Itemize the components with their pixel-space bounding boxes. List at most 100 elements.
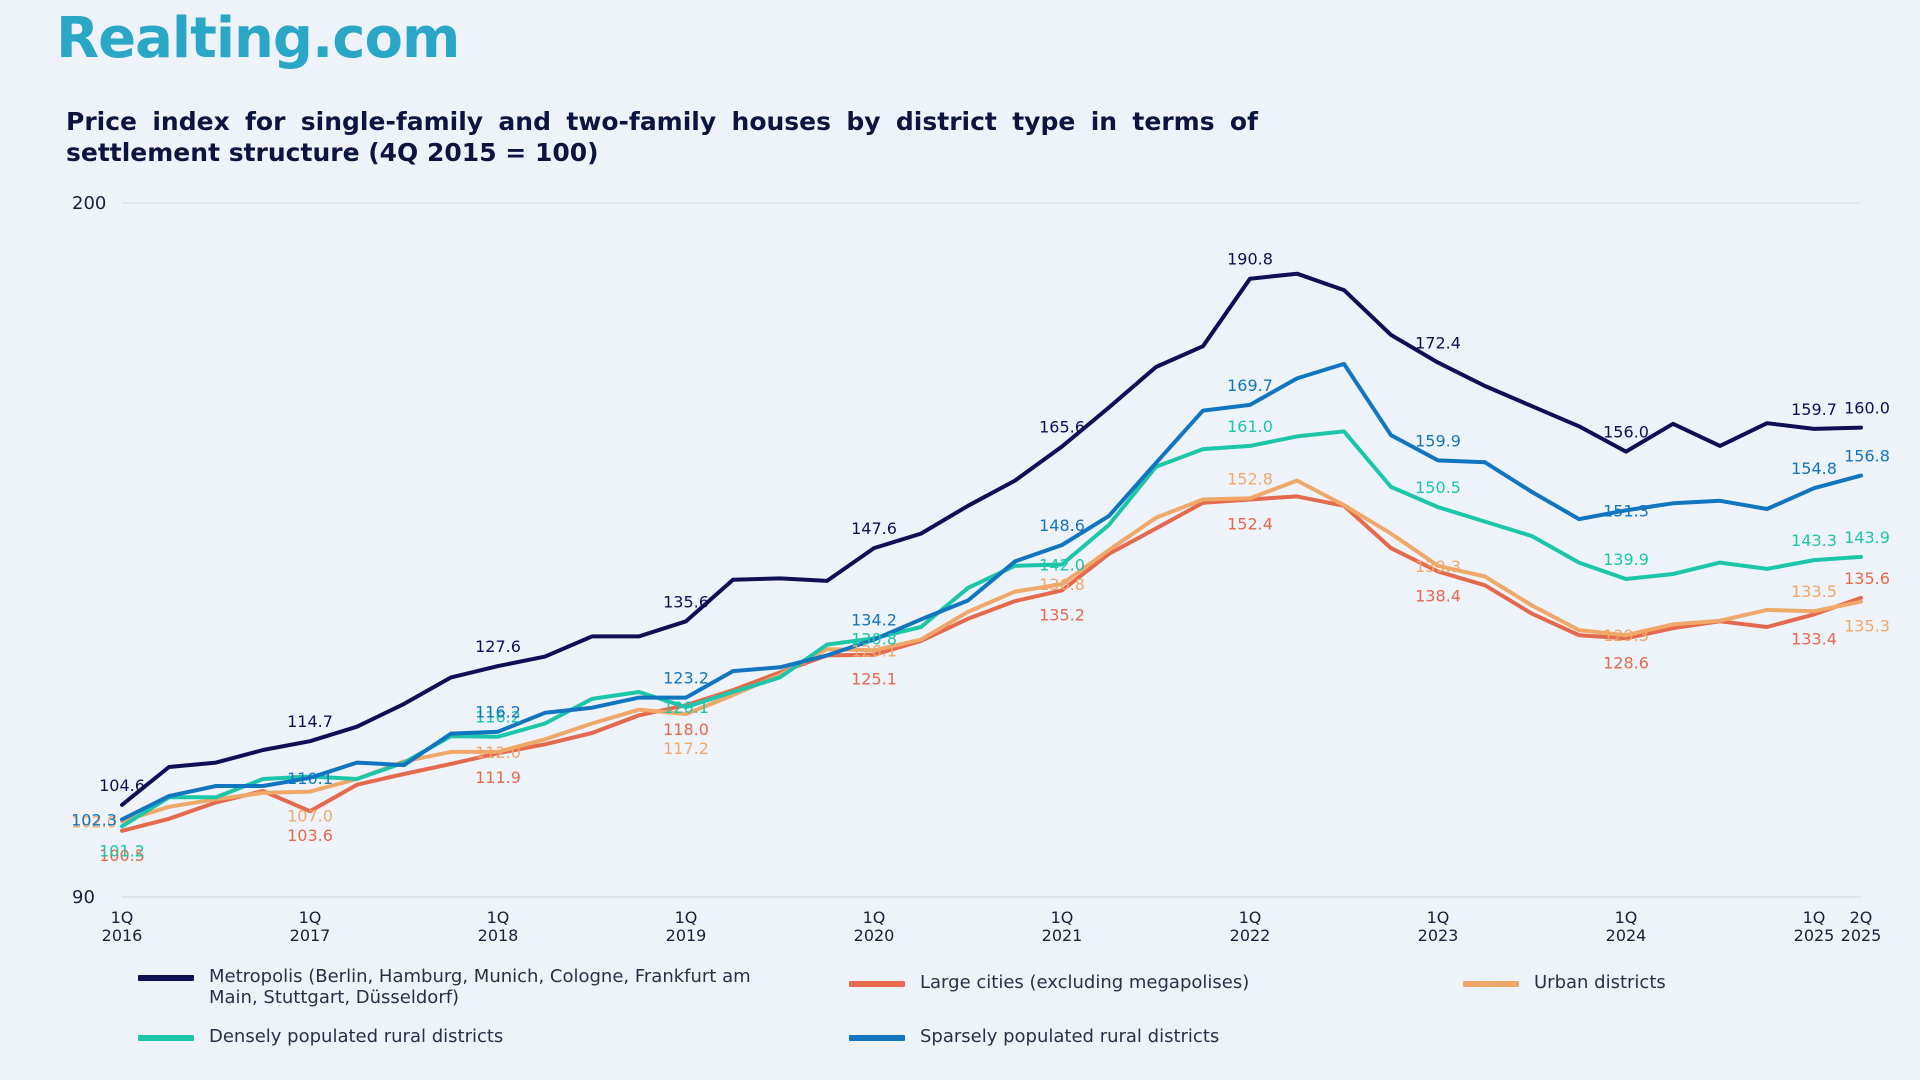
data-label-urban: 136.8	[1039, 575, 1085, 594]
data-label-large_cities: 111.9	[475, 768, 521, 787]
legend-swatch-urban	[1463, 981, 1519, 987]
data-label-urban: 152.8	[1227, 469, 1273, 488]
x-tick-label: 1Q	[487, 908, 510, 927]
data-label-urban: 126.1	[851, 641, 897, 660]
y-tick-label: 200	[72, 193, 106, 214]
data-label-sparse_rural: 156.8	[1844, 447, 1890, 466]
series-line-dense_rural	[120, 429, 1863, 829]
data-label-large_cities: 103.6	[287, 826, 333, 845]
data-labels: 104.6 114.7 127.6 135.6 147.6 165.6 190.8 172.4…	[71, 250, 1890, 865]
x-tick-label: 2023	[1418, 926, 1459, 945]
x-tick-label: 2019	[666, 926, 707, 945]
data-label-metropolis: 160.0	[1844, 399, 1890, 418]
data-label-sparse_rural: 151.3	[1603, 501, 1649, 520]
data-label-urban: 135.3	[1844, 617, 1890, 636]
data-label-dense_rural: 143.3	[1791, 531, 1837, 550]
legend-label-metropolis: Metropolis (Berlin, Hamburg, Munich, Col…	[209, 966, 751, 1008]
x-tick-label: 2022	[1230, 926, 1271, 945]
x-tick-label: 1Q	[1427, 908, 1450, 927]
data-label-metropolis: 172.4	[1415, 334, 1461, 353]
legend-label-dense-rural: Densely populated rural districts	[209, 1026, 504, 1047]
data-label-large_cities: 128.6	[1603, 653, 1649, 672]
data-label-metropolis: 165.6	[1039, 418, 1085, 437]
data-label-sparse_rural: 134.2	[851, 611, 897, 630]
data-label-metropolis: 127.6	[475, 637, 521, 656]
data-label-large_cities: 135.2	[1039, 605, 1085, 624]
chart-title: Price index for single-family and two-fa…	[66, 107, 1258, 167]
data-label-metropolis: 135.6	[663, 592, 709, 611]
x-tick-label: 2017	[290, 926, 331, 945]
data-label-large_cities: 135.6	[1844, 569, 1890, 588]
data-label-dense_rural: 143.9	[1844, 528, 1890, 547]
legend-swatch-dense-rural	[138, 1035, 194, 1041]
data-label-large_cities: 133.4	[1791, 629, 1837, 648]
legend-item-metropolis[interactable]: Metropolis (Berlin, Hamburg, Munich, Col…	[138, 966, 778, 1008]
series-line-large_cities	[120, 494, 1863, 833]
x-tick-label: 1Q	[1615, 908, 1638, 927]
x-tick-label: 1Q	[863, 908, 886, 927]
y-tick-label: 90	[72, 887, 95, 908]
data-label-urban: 112.0	[475, 743, 521, 762]
x-tick-label: 2024	[1606, 926, 1647, 945]
data-label-dense_rural: 116.2	[475, 708, 521, 727]
data-label-large_cities: 118.0	[663, 720, 709, 739]
data-label-dense_rural: 130.8	[851, 629, 897, 648]
data-label-dense_rural: 139.9	[1603, 550, 1649, 569]
data-label-metropolis: 147.6	[851, 519, 897, 538]
series-line-metropolis	[120, 271, 1863, 807]
data-label-sparse_rural: 169.7	[1227, 376, 1273, 395]
data-label-sparse_rural: 110.1	[287, 769, 333, 788]
x-tick-label: 1Q	[675, 908, 698, 927]
x-tick-label: 2020	[854, 926, 895, 945]
data-label-urban: 117.2	[663, 739, 709, 758]
data-label-sparse_rural: 154.8	[1791, 459, 1837, 478]
data-label-metropolis: 114.7	[287, 712, 333, 731]
legend-label-sparse-rural: Sparsely populated rural districts	[920, 1026, 1220, 1047]
data-label-large_cities: 152.4	[1227, 515, 1273, 534]
legend-item-dense-rural[interactable]: Densely populated rural districts	[138, 1026, 503, 1047]
data-label-urban: 139.3	[1415, 557, 1461, 576]
x-tick-label: 2025	[1794, 926, 1835, 945]
realting-logo[interactable]: Realting.com	[56, 6, 460, 71]
data-label-metropolis: 156.0	[1603, 423, 1649, 442]
x-tick-label: 1Q	[1239, 908, 1262, 927]
legend-item-sparse-rural[interactable]: Sparsely populated rural districts	[849, 1026, 1219, 1047]
data-label-sparse_rural: 159.9	[1415, 431, 1461, 450]
x-tick-label: 1Q	[1051, 908, 1074, 927]
data-label-dense_rural: 161.0	[1227, 417, 1273, 436]
data-label-metropolis: 190.8	[1227, 250, 1273, 269]
x-tick-label: 2Q	[1850, 908, 1873, 927]
series-line-sparse_rural	[120, 361, 1863, 822]
legend-swatch-sparse-rural	[849, 1035, 905, 1041]
data-label-urban: 133.5	[1791, 582, 1837, 601]
legend-label-urban: Urban districts	[1534, 972, 1666, 993]
x-tick-label: 2016	[102, 926, 143, 945]
x-tick-label: 1Q	[299, 908, 322, 927]
x-tick-label: 2025	[1841, 926, 1882, 945]
data-label-sparse_rural: 148.6	[1039, 516, 1085, 535]
legend-item-large-cities[interactable]: Large cities (excluding megapolises)	[849, 972, 1249, 993]
data-label-dense_rural: 142.0	[1039, 556, 1085, 575]
data-label-metropolis: 104.6	[99, 776, 145, 795]
legend-swatch-large-cities	[849, 981, 905, 987]
data-label-dense_rural: 150.5	[1415, 478, 1461, 497]
legend-swatch-metropolis	[138, 975, 194, 981]
chart-grid	[122, 202, 1861, 898]
legend-label-large-cities: Large cities (excluding megapolises)	[920, 972, 1250, 993]
x-tick-label: 2018	[478, 926, 519, 945]
x-tick-label: 1Q	[1803, 908, 1826, 927]
series-lines	[120, 271, 1863, 833]
y-axis-ticks: 200 90	[72, 193, 106, 908]
data-label-metropolis: 159.7	[1791, 400, 1837, 419]
x-axis-ticks: 1Q20161Q20171Q20181Q20191Q20201Q20211Q20…	[102, 908, 1882, 945]
data-label-dense_rural: 120.1	[663, 698, 709, 717]
data-label-urban: 102.0	[71, 812, 117, 831]
data-label-sparse_rural: 102.3	[71, 810, 117, 829]
x-tick-label: 2021	[1042, 926, 1083, 945]
data-label-urban: 129.3	[1603, 626, 1649, 645]
data-label-large_cities: 100.5	[99, 846, 145, 865]
data-label-sparse_rural: 116.2	[475, 703, 521, 722]
legend-item-urban[interactable]: Urban districts	[1463, 972, 1666, 993]
